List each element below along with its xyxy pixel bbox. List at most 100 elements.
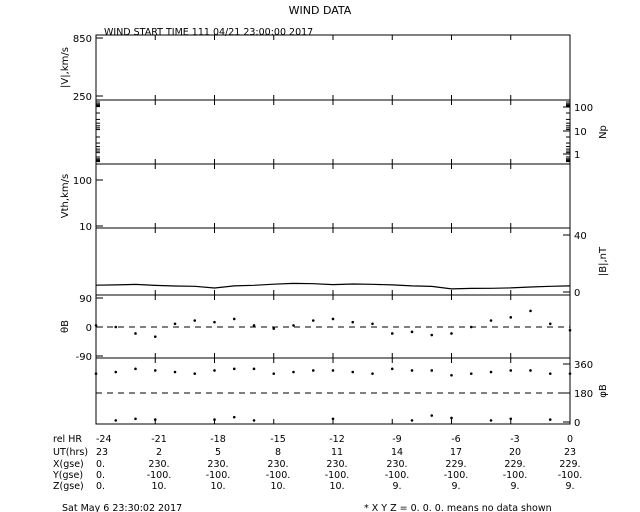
data-point [509, 316, 513, 319]
table-cell: 17 [450, 447, 462, 458]
data-point [410, 419, 414, 422]
table-row-label: rel HR [53, 434, 82, 445]
table-cell: 2 [156, 447, 162, 458]
y-tick-label: 850 [73, 34, 92, 45]
table-row: Y(gse) 0. -100. -100. -100. -100. -100. -100. -1… [52, 470, 582, 481]
data-point [430, 333, 434, 337]
table-cell: 11 [331, 447, 343, 458]
table-cell: 23 [96, 447, 108, 458]
y-axis-label: φB [598, 384, 609, 398]
data-point [509, 369, 513, 372]
table-cell: 10. [210, 481, 225, 492]
footer-note: * X Y Z = 0. 0. 0. means no data shown [364, 503, 552, 512]
data-point [173, 322, 177, 326]
table-cell: 229. [445, 459, 466, 470]
y-axis-label: Np [598, 125, 609, 139]
y-axis-label: Vth,km/s [60, 174, 71, 218]
data-point [193, 319, 197, 322]
data-point [272, 372, 276, 375]
panel-b: 40 0 |B|,nT [95, 227, 609, 299]
data-point [213, 369, 216, 372]
data-point [331, 317, 335, 321]
panel-theta: 90 0 -90 θB [60, 294, 572, 363]
table-cell: -21 [151, 434, 167, 445]
table-cell: 5 [215, 447, 221, 458]
data-point [292, 324, 295, 327]
y-tick-label: 0 [86, 323, 92, 334]
y-tick-label: 100 [574, 103, 593, 114]
table-cell: -100. [385, 470, 410, 481]
table-cell: -9 [392, 434, 401, 445]
table-cell: -100. [206, 470, 231, 481]
data-point [252, 324, 256, 327]
data-point [450, 332, 453, 335]
table-cell: -12 [329, 434, 345, 445]
data-point [173, 370, 177, 374]
table-cell: -3 [510, 434, 519, 445]
ephemeris-table: rel HR -24 -21 -18 -15 -12 -9 -6 -3 0 UT(hrs) 23 2 5 8… [52, 434, 582, 492]
table-cell: 10. [270, 481, 285, 492]
y-tick-label: 1 [574, 150, 580, 161]
table-cell: 229. [504, 459, 525, 470]
y-tick-label: 90 [79, 294, 92, 305]
table-row-label: Z(gse) [53, 481, 84, 492]
data-point [114, 419, 118, 422]
y-axis-label: |B|,nT [598, 246, 609, 276]
y-tick-label: 360 [574, 360, 593, 371]
data-point [410, 369, 414, 372]
table-cell: -100. [558, 470, 583, 481]
data-point [390, 367, 394, 371]
data-point [489, 419, 493, 422]
table-cell: -100. [147, 470, 172, 481]
data-point [371, 322, 374, 326]
data-point [450, 373, 453, 377]
data-point [134, 332, 137, 335]
data-point [430, 414, 434, 417]
table-cell: -100. [444, 470, 469, 481]
data-point [232, 415, 236, 419]
data-point [450, 416, 453, 420]
table-cell: 230. [267, 459, 288, 470]
table-row: Z(gse) 0. 10. 10. 10. 10. 9. 9. 9. 9. [53, 481, 575, 492]
panel-frame [95, 357, 571, 425]
data-point [351, 370, 355, 374]
table-row-label: X(gse) [53, 459, 84, 470]
table-cell: 230. [207, 459, 228, 470]
table-cell: -24 [96, 434, 112, 445]
data-point [272, 327, 276, 330]
table-cell: 0. [96, 470, 105, 481]
panel-v: 850 250|V|,km/s [60, 34, 571, 103]
y-tick-label: 0 [574, 288, 580, 299]
data-point [94, 372, 98, 375]
y-tick-label: 0 [574, 418, 580, 429]
table-cell: -18 [210, 434, 226, 445]
data-point [153, 335, 157, 338]
table-cell: 14 [391, 447, 403, 458]
y-tick-label: 250 [73, 92, 92, 103]
data-point [390, 332, 394, 335]
data-point [193, 372, 197, 375]
panel-phi: 360 180 0 φB [94, 357, 609, 429]
table-cell: 23 [564, 447, 576, 458]
y-tick-label: 10 [79, 222, 92, 233]
panel-frame [95, 34, 571, 101]
data-point [153, 418, 157, 421]
table-cell: 10. [151, 481, 166, 492]
table-row-label: UT(hrs) [53, 447, 88, 458]
data-point [252, 367, 256, 371]
y-tick-label: 40 [574, 231, 587, 242]
table-row: UT(hrs) 23 2 5 8 11 14 17 20 23 [53, 447, 576, 458]
data-point [568, 328, 572, 332]
data-point [213, 320, 216, 324]
data-point [94, 324, 98, 327]
table-cell: 9. [392, 481, 401, 492]
table-row-label: Y(gse) [52, 470, 83, 481]
table-cell: 0. [96, 459, 105, 470]
data-point [232, 317, 236, 321]
table-cell: 20 [509, 447, 521, 458]
y-tick-label: 180 [574, 389, 593, 400]
data-point [548, 322, 552, 326]
table-cell: 9. [510, 481, 519, 492]
panel-np: 100 10 1 Np [95, 99, 609, 165]
